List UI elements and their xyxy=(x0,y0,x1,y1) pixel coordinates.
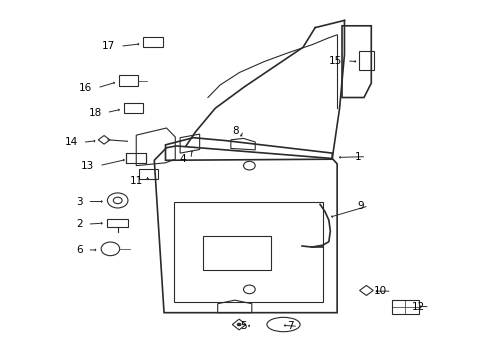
Text: 15: 15 xyxy=(328,56,341,66)
Text: 18: 18 xyxy=(88,108,102,118)
Text: 14: 14 xyxy=(64,138,78,147)
Text: 10: 10 xyxy=(373,286,386,296)
Text: 7: 7 xyxy=(286,321,293,331)
Text: 4: 4 xyxy=(179,154,185,164)
Text: 17: 17 xyxy=(102,41,115,51)
Text: 9: 9 xyxy=(357,201,363,211)
Text: 3: 3 xyxy=(76,197,82,207)
Text: 13: 13 xyxy=(81,161,94,171)
Text: 1: 1 xyxy=(354,152,361,162)
Text: 11: 11 xyxy=(129,176,143,186)
Text: 16: 16 xyxy=(79,83,92,93)
Circle shape xyxy=(236,323,241,326)
Text: 12: 12 xyxy=(411,302,424,312)
Text: 2: 2 xyxy=(76,219,82,229)
Text: 5: 5 xyxy=(240,321,246,331)
Text: 6: 6 xyxy=(76,245,82,255)
Text: 8: 8 xyxy=(231,126,238,135)
